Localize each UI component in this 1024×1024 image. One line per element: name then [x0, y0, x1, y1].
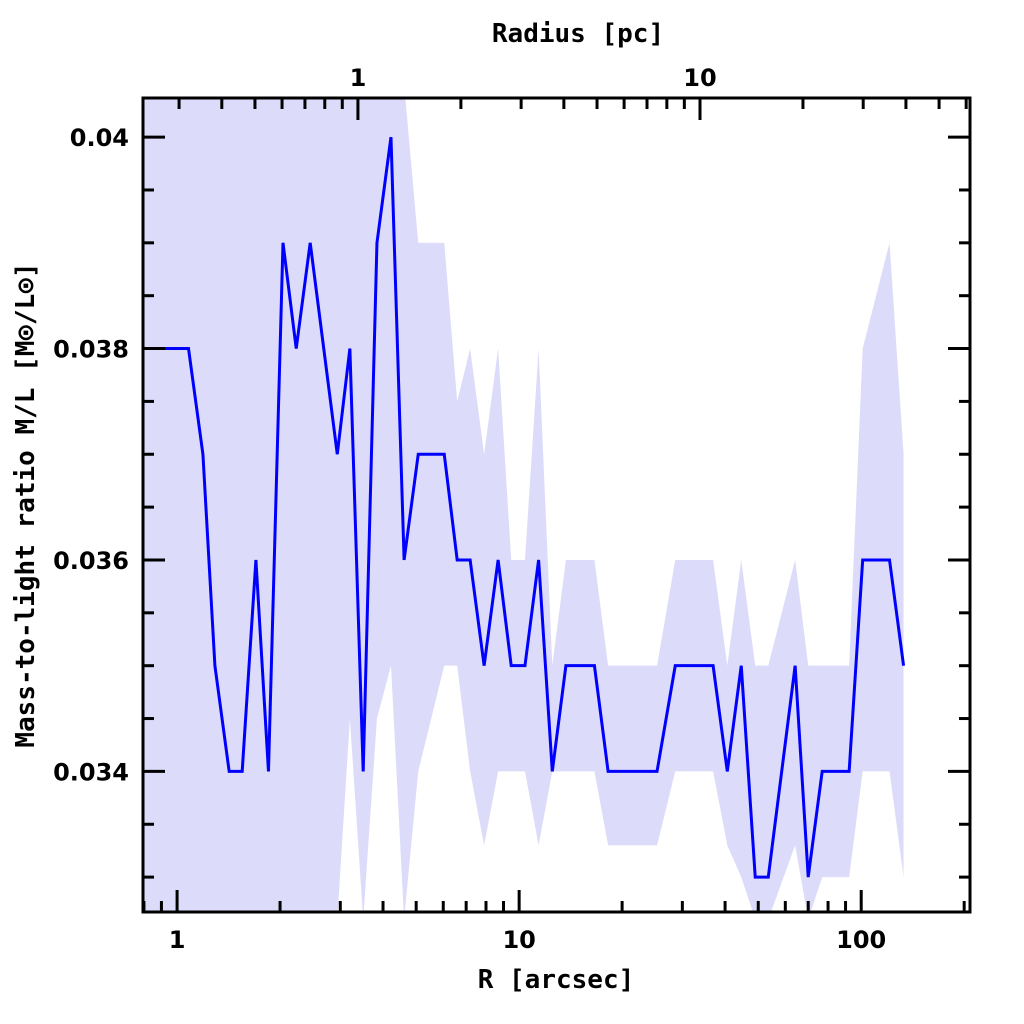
plot-frame — [141, 96, 972, 914]
top-axis-title: Radius [pc] — [492, 19, 664, 49]
y-axis-title: Mass-to-light ratio M/L [M⊙/L⊙] — [11, 262, 41, 747]
x-axis-title: R [arcsec] — [478, 965, 635, 995]
y-tick-label: 0.04 — [70, 124, 129, 152]
x-tick-label: 1 — [169, 926, 186, 954]
y-tick-label: 0.036 — [53, 547, 129, 575]
ml-profile-line — [143, 136, 906, 879]
x-tick-label: 100 — [836, 926, 886, 954]
uncertainty-band — [143, 98, 904, 912]
top-tick-label: 10 — [683, 64, 716, 92]
y-tick-label: 0.038 — [53, 336, 129, 364]
x-tick-label: 10 — [502, 926, 535, 954]
y-tick-label: 0.034 — [53, 758, 129, 786]
top-tick-label: 1 — [350, 64, 367, 92]
